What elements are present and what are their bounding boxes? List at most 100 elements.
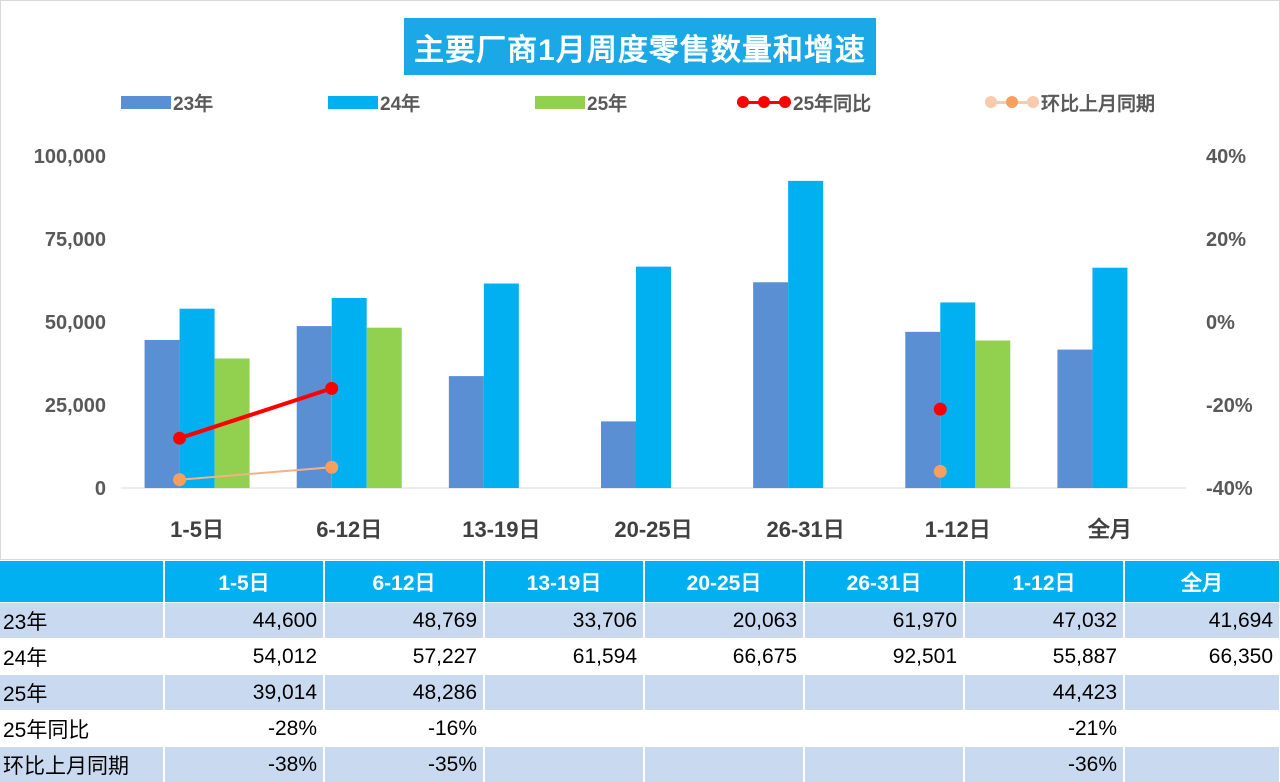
table-cell: -28% bbox=[164, 711, 324, 747]
row-label: 环比上月同期 bbox=[0, 747, 164, 782]
y-right-tick-label: -40% bbox=[1206, 478, 1253, 500]
table-cell bbox=[484, 711, 644, 747]
y-right-tick-label: -20% bbox=[1206, 395, 1253, 417]
x-category-label: 13-19日 bbox=[462, 517, 540, 542]
table-cell: 33,706 bbox=[484, 603, 644, 639]
table-cell: 48,286 bbox=[324, 675, 484, 711]
table-cell bbox=[804, 711, 964, 747]
table-header-cell: 全月 bbox=[1124, 561, 1280, 603]
table-cell: 47,032 bbox=[964, 603, 1124, 639]
bar-24年-20-25日 bbox=[636, 267, 671, 488]
table-cell bbox=[1124, 747, 1280, 782]
bar-23年-20-25日 bbox=[601, 421, 636, 488]
bar-24年-6-12日 bbox=[332, 298, 367, 488]
y-left-tick-label: 75,000 bbox=[45, 229, 106, 251]
table-cell bbox=[804, 675, 964, 711]
point-环比上月同期-6-12日 bbox=[325, 461, 338, 474]
table-cell bbox=[804, 747, 964, 782]
bar-25年-6-12日 bbox=[367, 328, 402, 488]
table-cell: 48,769 bbox=[324, 603, 484, 639]
y-left-tick-label: 0 bbox=[95, 478, 106, 500]
y-left-tick-label: 100,000 bbox=[34, 146, 106, 168]
table-cell: 66,675 bbox=[644, 639, 804, 675]
table-cell bbox=[644, 747, 804, 782]
table-row: 23年 44,600 48,769 33,706 20,063 61,970 4… bbox=[0, 603, 1280, 639]
table-row: 环比上月同期 -38% -35% -36% bbox=[0, 747, 1280, 782]
y-right-tick-label: 40% bbox=[1206, 146, 1246, 168]
point-25年同比-1-12日 bbox=[934, 403, 947, 416]
data-table: 1-5日 6-12日 13-19日 20-25日 26-31日 1-12日 全月… bbox=[0, 561, 1280, 782]
legend-item-mom: 环比上月同期 bbox=[985, 89, 1155, 115]
table-header-cell: 1-5日 bbox=[164, 561, 324, 603]
bar-24年-1-12日 bbox=[940, 302, 975, 488]
table-cell: 55,887 bbox=[964, 639, 1124, 675]
bar-24年-26-31日 bbox=[788, 181, 823, 488]
chart-plot: 100,000 75,000 50,000 25,000 0 40% 20% 0% -20% -4… bbox=[1, 1, 1280, 561]
legend-line-mom bbox=[985, 95, 1039, 109]
table-row: 25年 39,014 48,286 44,423 bbox=[0, 675, 1280, 711]
bar-23年-13-19日 bbox=[449, 376, 484, 488]
table-cell: 61,594 bbox=[484, 639, 644, 675]
table-cell: 44,423 bbox=[964, 675, 1124, 711]
table-cell: 61,970 bbox=[804, 603, 964, 639]
row-label: 25年同比 bbox=[0, 711, 164, 747]
table-header-row: 1-5日 6-12日 13-19日 20-25日 26-31日 1-12日 全月 bbox=[0, 561, 1280, 603]
table-cell: 39,014 bbox=[164, 675, 324, 711]
x-category-label: 全月 bbox=[1087, 517, 1132, 542]
y-right-tick-label: 20% bbox=[1206, 229, 1246, 251]
table-cell bbox=[1124, 711, 1280, 747]
chart-area: 100,000 75,000 50,000 25,000 0 40% 20% 0% -20% -4… bbox=[0, 0, 1280, 560]
point-25年同比-6-12日 bbox=[325, 382, 338, 395]
table-header-cell: 6-12日 bbox=[324, 561, 484, 603]
table-cell: 44,600 bbox=[164, 603, 324, 639]
x-category-label: 26-31日 bbox=[767, 517, 845, 542]
legend-swatch-25 bbox=[535, 96, 585, 109]
legend-label-yoy: 25年同比 bbox=[793, 89, 871, 116]
table-row: 25年同比 -28% -16% -21% bbox=[0, 711, 1280, 747]
table-cell: 57,227 bbox=[324, 639, 484, 675]
legend-item-23: 23年 bbox=[121, 89, 213, 115]
row-label: 23年 bbox=[0, 603, 164, 639]
legend-label-25: 25年 bbox=[587, 89, 627, 116]
bar-24年-全月 bbox=[1092, 268, 1127, 488]
bar-23年-全月 bbox=[1057, 350, 1092, 488]
table-cell: -35% bbox=[324, 747, 484, 782]
y-left-tick-label: 50,000 bbox=[45, 312, 106, 334]
legend-swatch-24 bbox=[328, 96, 378, 109]
bar-23年-1-5日 bbox=[145, 340, 180, 488]
table-header-cell: 1-12日 bbox=[964, 561, 1124, 603]
bar-25年-1-12日 bbox=[975, 341, 1010, 488]
table-header-cell: 20-25日 bbox=[644, 561, 804, 603]
table-cell: 54,012 bbox=[164, 639, 324, 675]
table-header-cell bbox=[0, 561, 164, 603]
table-cell bbox=[644, 675, 804, 711]
legend-label-mom: 环比上月同期 bbox=[1041, 89, 1155, 116]
legend-item-yoy: 25年同比 bbox=[737, 89, 871, 115]
table-header-cell: 13-19日 bbox=[484, 561, 644, 603]
legend-item-25: 25年 bbox=[535, 89, 627, 115]
y-right-tick-label: 0% bbox=[1206, 312, 1235, 334]
legend-line-yoy bbox=[737, 95, 791, 109]
bar-24年-1-5日 bbox=[180, 309, 215, 488]
table-cell: 92,501 bbox=[804, 639, 964, 675]
y-left-tick-label: 25,000 bbox=[45, 395, 106, 417]
legend-swatch-23 bbox=[121, 96, 171, 109]
table-cell: -38% bbox=[164, 747, 324, 782]
x-category-label: 6-12日 bbox=[316, 517, 382, 542]
x-category-label: 1-5日 bbox=[170, 517, 224, 542]
table-cell: -16% bbox=[324, 711, 484, 747]
table-cell bbox=[484, 675, 644, 711]
x-category-label: 20-25日 bbox=[614, 517, 692, 542]
table-cell bbox=[1124, 675, 1280, 711]
point-环比上月同期-1-12日 bbox=[934, 465, 947, 478]
bar-23年-26-31日 bbox=[753, 282, 788, 488]
table-cell: 20,063 bbox=[644, 603, 804, 639]
table-cell bbox=[484, 747, 644, 782]
bar-24年-13-19日 bbox=[484, 284, 519, 488]
legend-label-23: 23年 bbox=[173, 89, 213, 116]
legend-label-24: 24年 bbox=[380, 89, 420, 116]
row-label: 24年 bbox=[0, 639, 164, 675]
table-cell: 41,694 bbox=[1124, 603, 1280, 639]
table-cell bbox=[644, 711, 804, 747]
point-环比上月同期-1-5日 bbox=[173, 473, 186, 486]
